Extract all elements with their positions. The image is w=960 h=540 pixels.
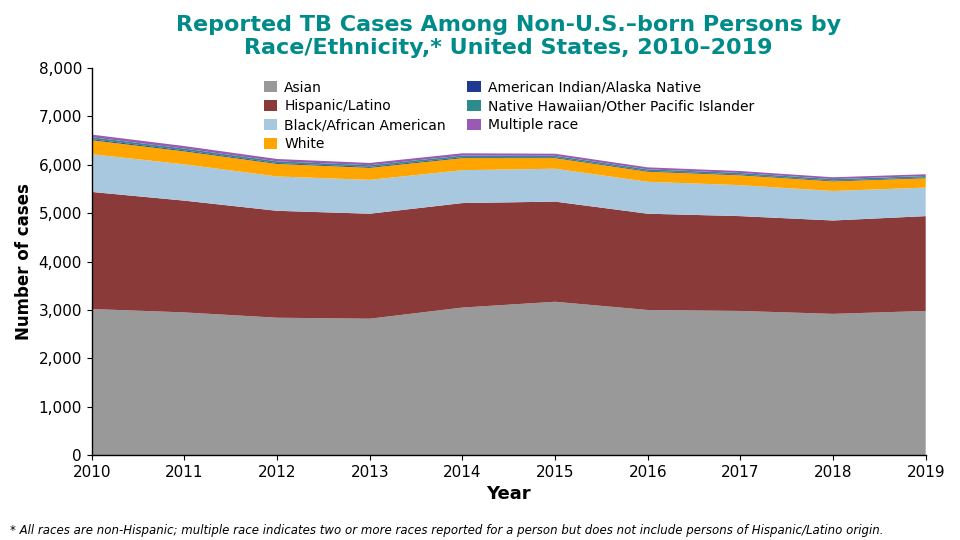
X-axis label: Year: Year: [487, 485, 531, 503]
Title: Reported TB Cases Among Non-U.S.–born Persons by
Race/Ethnicity,* United States,: Reported TB Cases Among Non-U.S.–born Pe…: [177, 15, 841, 58]
Text: * All races are non-Hispanic; multiple race indicates two or more races reported: * All races are non-Hispanic; multiple r…: [10, 524, 883, 537]
Legend: Asian, Hispanic/Latino, Black/African American, White, American Indian/Alaska Na: Asian, Hispanic/Latino, Black/African Am…: [258, 75, 759, 157]
Y-axis label: Number of cases: Number of cases: [15, 183, 33, 340]
